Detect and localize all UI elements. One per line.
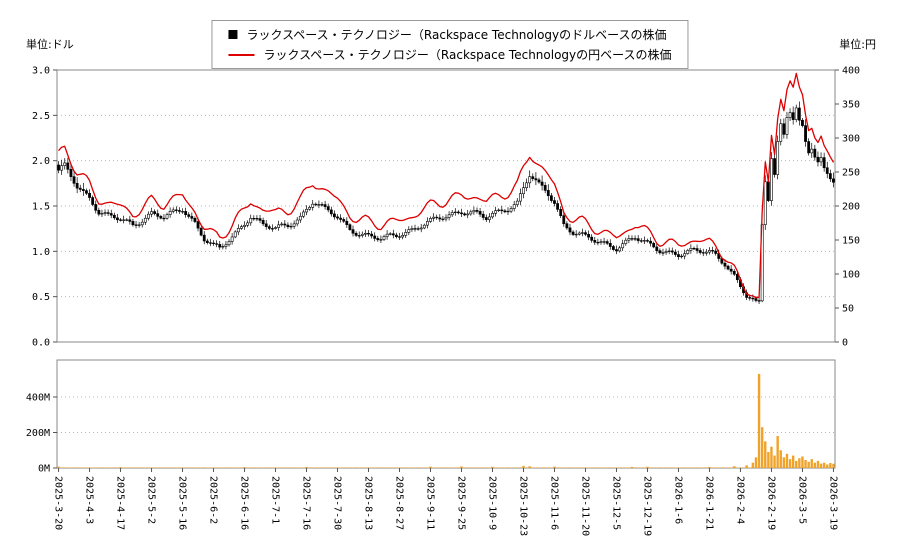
svg-text:400M: 400M [26,393,50,404]
svg-text:2026-1-6: 2026-1-6 [672,476,683,524]
svg-text:2025-12-5: 2025-12-5 [610,476,621,530]
svg-text:0: 0 [842,338,848,349]
svg-text:2026-3-5: 2026-3-5 [796,476,807,524]
dollar-series-marker-icon [228,30,238,39]
yen-line [58,72,835,299]
svg-text:0M: 0M [38,464,50,475]
svg-text:150: 150 [842,236,860,247]
svg-text:2.0: 2.0 [32,156,50,167]
left-axis-unit-label: 単位:ドル [26,38,74,51]
svg-text:400: 400 [842,66,860,77]
svg-text:2025-10-9: 2025-10-9 [486,476,497,530]
svg-text:2025-5-16: 2025-5-16 [177,476,188,530]
legend-row-dollar: ラックスペース・テクノロジー（Rackspace Technologyのドルベー… [228,26,671,43]
svg-text:250: 250 [842,168,860,179]
svg-text:200: 200 [842,202,860,213]
svg-text:0.5: 0.5 [32,292,50,303]
svg-text:2025-11-20: 2025-11-20 [579,476,590,536]
svg-text:2026-3-19: 2026-3-19 [827,476,838,530]
dollar-candles [57,101,835,305]
svg-text:2025-5-2: 2025-5-2 [146,476,157,524]
legend-row-yen: ラックスペース・テクノロジー（Rackspace Technologyの円ベース… [228,46,672,63]
legend: ラックスペース・テクノロジー（Rackspace Technologyのドルベー… [211,20,689,69]
svg-text:1.0: 1.0 [32,247,50,258]
svg-text:2025-7-30: 2025-7-30 [332,476,343,530]
svg-text:350: 350 [842,100,860,111]
svg-text:1.5: 1.5 [32,202,50,213]
yen-series-label: ラックスペース・テクノロジー（Rackspace Technologyの円ベース… [263,48,672,62]
svg-text:2025-7-16: 2025-7-16 [301,476,312,530]
volume-bars [57,373,835,468]
svg-text:2025-4-3: 2025-4-3 [84,476,95,524]
svg-text:2.5: 2.5 [32,111,50,122]
gridlines [57,114,835,433]
svg-text:2025-3-20: 2025-3-20 [53,476,64,530]
svg-text:100: 100 [842,270,860,281]
svg-text:50: 50 [842,304,854,315]
volume-axis-labels: 0M 200M 400M [26,393,57,475]
svg-text:300: 300 [842,134,860,145]
svg-text:2025-6-2: 2025-6-2 [208,476,219,524]
svg-text:2025-10-23: 2025-10-23 [517,476,528,536]
svg-text:2025-4-17: 2025-4-17 [115,476,126,530]
svg-text:2025-8-13: 2025-8-13 [363,476,374,530]
svg-text:2026-2-19: 2026-2-19 [765,476,776,530]
yen-series-marker-icon [228,53,255,56]
svg-text:2025-12-19: 2025-12-19 [641,476,652,536]
svg-text:2025-7-1: 2025-7-1 [270,476,281,524]
left-axis-labels: 0.0 0.5 1.0 1.5 2.0 2.5 3.0 [32,66,57,349]
svg-text:2026-1-21: 2026-1-21 [703,476,714,530]
svg-text:2026-2-4: 2026-2-4 [734,476,745,524]
dollar-series-label: ラックスペース・テクノロジー（Rackspace Technologyのドルベー… [246,28,667,42]
x-axis-labels: 2025-3-20 2025-4-3 2025-4-17 2025-5-2 2025-5… [53,468,838,536]
svg-text:2025-9-25: 2025-9-25 [455,476,466,530]
svg-text:2025-11-6: 2025-11-6 [548,476,559,530]
plot-borders [56,69,836,469]
svg-text:3.0: 3.0 [32,66,50,77]
svg-text:200M: 200M [26,428,50,439]
right-axis-labels: 0 50 100 150 200 250 300 350 400 [835,66,860,349]
svg-text:2025-6-16: 2025-6-16 [239,476,250,530]
svg-text:2025-8-27: 2025-8-27 [394,476,405,530]
svg-text:2025-9-11: 2025-9-11 [425,476,436,530]
right-axis-unit-label: 単位:円 [839,38,876,51]
svg-text:0.0: 0.0 [32,338,50,349]
